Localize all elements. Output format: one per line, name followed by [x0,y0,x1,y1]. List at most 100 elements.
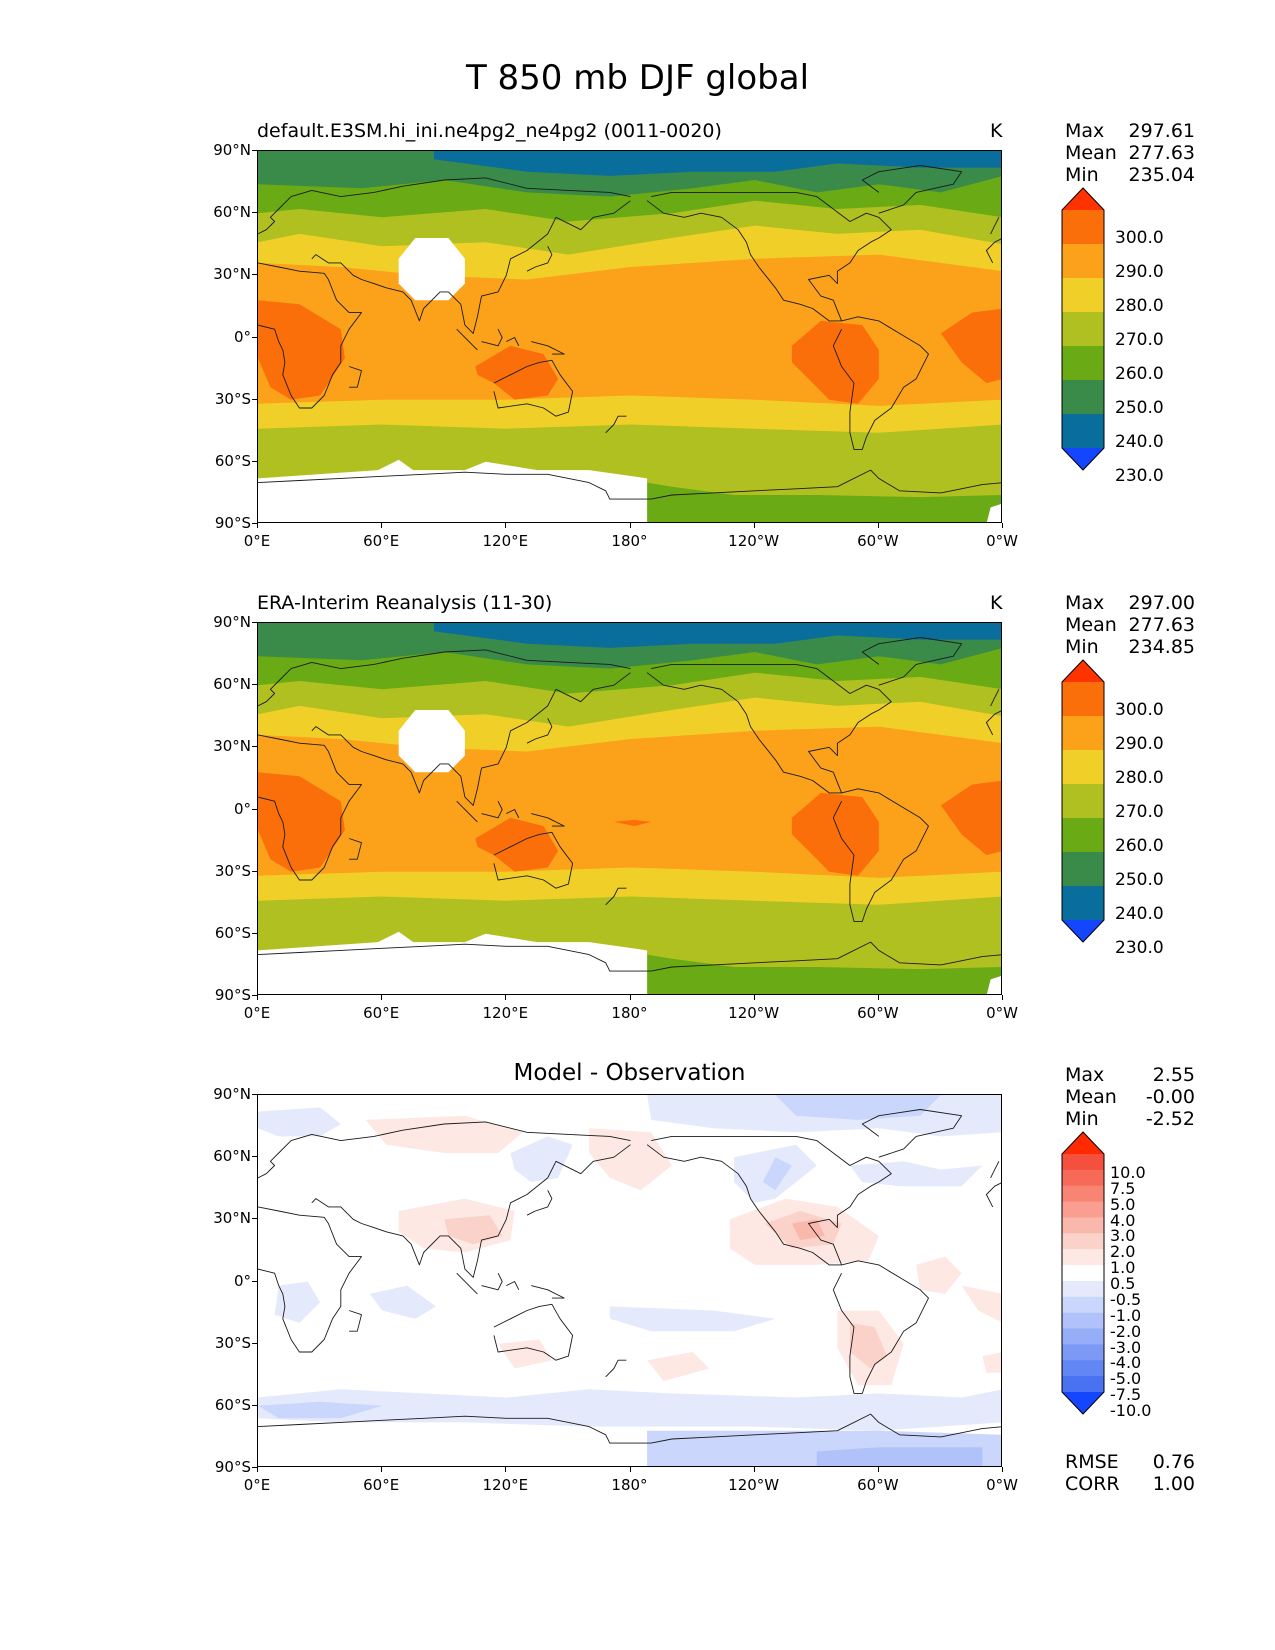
coastlines [258,637,1001,972]
colorbar-tick-label: 2.0 [1110,1242,1136,1262]
lat-tick-mark [252,1467,257,1468]
coastline-segment [605,1359,627,1378]
max-value: 297.00 [1128,592,1195,614]
colorbar-segment [1062,818,1104,853]
coastline-segment [526,246,553,272]
coastline-segment [605,887,627,906]
colorbar-segment [1062,1265,1104,1282]
coastline-segment [348,366,362,388]
coastline-segment [258,469,1001,500]
colorbar-segment [1062,1249,1104,1266]
mean-label: Mean [1065,614,1117,636]
lat-tick-label: 30°S [214,861,251,880]
lat-tick-mark [252,932,257,934]
mean-value: 277.63 [1128,614,1195,636]
coastline-segment [506,809,520,819]
lon-tick-mark [257,995,258,1000]
coastline-segment [506,337,520,347]
lon-tick-label: 60°W [857,1004,899,1022]
coastline-segment [456,328,478,351]
coastline-segment [456,800,478,823]
lat-tick-mark [252,1218,257,1220]
colorbar-tick-label: -2.0 [1110,1321,1142,1341]
coastline-segment [493,359,574,417]
negative-anomaly-north-america-core [762,1157,792,1191]
colorbar-segment [1062,1328,1104,1345]
lat-tick-label: 60°S [214,451,251,470]
negative-anomaly-arctic-core [775,1095,941,1120]
lat-tick-mark [252,150,257,151]
colorbar-segment [1062,886,1104,921]
lon-tick-mark [753,523,755,528]
panel-title: ERA-Interim Reanalysis (11-30) [257,592,553,614]
lat-tick-label: 60°N [213,675,251,694]
colorbar-tick-label: 7.5 [1110,1178,1136,1198]
lat-tick-label: 60°N [213,203,251,222]
colorbar [1061,659,1105,943]
lat-tick-mark [252,808,257,810]
lon-tick-label: 120°E [482,532,529,550]
figure-title: T 850 mb DJF global [465,58,810,98]
max-label: Max [1065,592,1105,614]
colorbar-tick-label: -1.0 [1110,1305,1142,1325]
colorbar-segment [1062,750,1104,785]
lat-tick-mark [252,684,257,686]
units-label: K [990,120,1003,142]
coastline-segment [348,838,362,860]
lon-tick-mark [381,1467,383,1472]
colorbar-tick-label: 290.0 [1115,734,1164,754]
coastline-segment [861,637,963,686]
negative-anomaly-south-pacific [609,1306,776,1332]
lon-tick-label: 0°E [243,1004,271,1022]
coastline-segment [258,1413,1001,1444]
model-temperature-contour-map [258,151,1001,522]
colorbar-extend-min [1062,920,1104,942]
lat-tick-mark [252,1342,257,1344]
model-panel: default.E3SM.hi_ini.ne4pg2_ne4pg2 (0011-… [0,120,1275,580]
coastline-segment [348,1310,362,1332]
warm-blob-south-america [791,320,879,404]
lon-tick-mark [877,995,879,1000]
lat-tick-label: 90°N [213,1085,251,1103]
lat-tick-label: 30°S [214,389,251,408]
colorbar-tick-label: 230.0 [1115,938,1164,958]
colorbar-tick-label: 4.0 [1110,1210,1136,1230]
lon-tick-mark [505,523,507,528]
mean-value: 277.63 [1128,142,1195,164]
coastline-segment [258,734,362,881]
lat-tick-mark [252,523,257,524]
colorbar-tick-label: 280.0 [1115,768,1164,788]
coastline-segment [985,1182,1001,1208]
colorbar-tick-label: 270.0 [1115,802,1164,822]
colorbar-tick-label: 10.0 [1110,1163,1146,1182]
colorbar-segment [1062,716,1104,751]
colorbar-segment [1062,278,1104,313]
lon-tick-label: 0°W [986,532,1018,550]
colorbar-segment [1062,1312,1104,1330]
colorbar-tick-label: 280.0 [1115,296,1164,316]
max-value: 2.55 [1152,1064,1195,1086]
missing-data-tibet [398,238,465,301]
mean-label: Mean [1065,142,1117,164]
lon-tick-label: 180° [611,532,648,550]
negative-anomaly-europe [258,1107,341,1137]
lat-tick-mark [252,274,257,276]
colorbar-tick-label: 250.0 [1115,870,1164,890]
coastline-segment [985,710,1001,736]
lon-tick-mark [877,523,879,528]
lon-tick-mark [629,995,631,1000]
warm-blob-south-america [791,792,879,876]
lon-tick-mark [877,1467,879,1472]
coastlines [258,165,1001,500]
warm-blob-east [940,780,1001,856]
positive-anomaly-east-atlantic [961,1285,1001,1322]
colorbar-tick-label: 1.0 [1110,1258,1136,1278]
rmse-value: 0.76 [1152,1451,1195,1473]
diff-metrics: RMSE 0.76 CORR 1.00 [1065,1451,1195,1495]
lat-tick-label: 90°N [213,141,251,159]
max-label: Max [1065,1064,1105,1086]
lat-tick-mark [252,398,257,400]
lat-tick-label: 60°S [214,923,251,942]
colorbar-segment [1062,1280,1104,1298]
lon-tick-mark [505,1467,507,1472]
